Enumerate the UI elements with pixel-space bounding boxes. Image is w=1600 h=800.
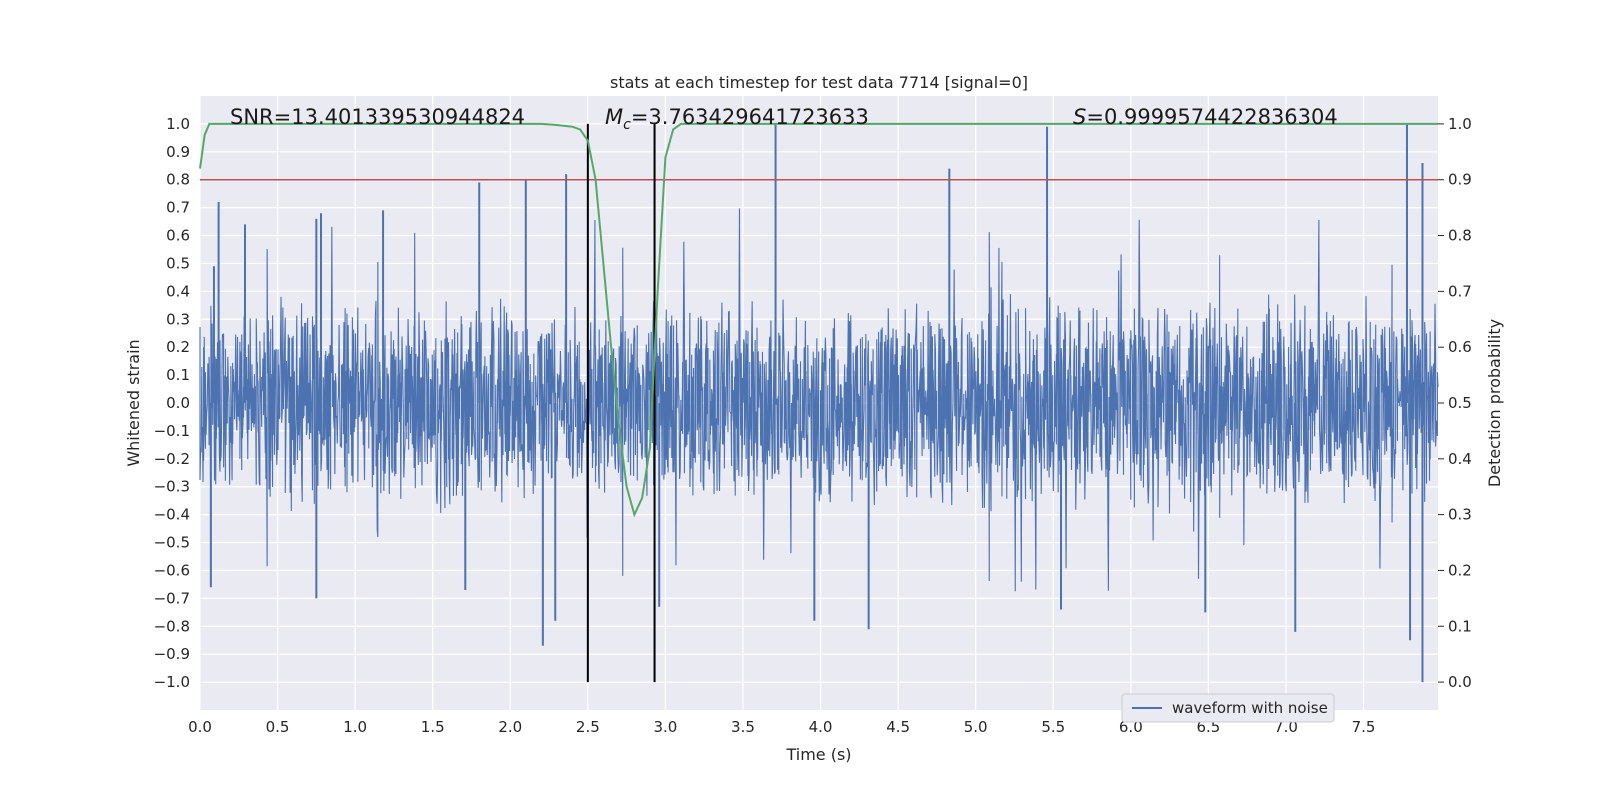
y-right-tick-label: 0.5 bbox=[1448, 394, 1472, 412]
y-right-tick-label: 0.2 bbox=[1448, 561, 1472, 579]
x-tick-label: 4.0 bbox=[809, 718, 833, 736]
waveform-line bbox=[199, 208, 1439, 592]
x-tick-label: 3.5 bbox=[731, 718, 755, 736]
y-left-tick-label: −0.5 bbox=[154, 534, 190, 552]
x-tick-label: 2.5 bbox=[576, 718, 600, 736]
y-left-tick-label: −1.0 bbox=[154, 673, 190, 691]
y-left-tick-label: −0.7 bbox=[154, 589, 190, 607]
significance-annotation: S=0.9999574422836304 bbox=[1073, 105, 1338, 129]
y-left-tick-label: 0.1 bbox=[166, 366, 190, 384]
x-tick-label: 2.0 bbox=[498, 718, 522, 736]
y-left-tick-label: 0.6 bbox=[166, 227, 190, 245]
x-tick-label: 4.5 bbox=[886, 718, 910, 736]
y-left-tick-label: 0.0 bbox=[166, 394, 190, 412]
y-left-tick-label: −0.1 bbox=[154, 422, 190, 440]
legend: waveform with noise bbox=[1121, 693, 1335, 723]
x-tick-label: 0.0 bbox=[188, 718, 212, 736]
y-left-tick-label: 0.4 bbox=[166, 282, 190, 300]
y-left-tick-label: 0.8 bbox=[166, 171, 190, 189]
x-axis-label: Time (s) bbox=[785, 745, 851, 764]
reference-lines bbox=[200, 123, 1438, 683]
y-right-tick-label: 0.4 bbox=[1448, 450, 1472, 468]
x-tick-label: 5.0 bbox=[964, 718, 988, 736]
y-right-tick-label: 0.3 bbox=[1448, 506, 1472, 524]
y-left-tick-labels: 1.0 0.9 0.8 0.7 0.6 0.5 0.4 0.3 0.2 0.1 0.0 −0.1 −0.… bbox=[154, 115, 190, 691]
y-right-tick-label: 0.0 bbox=[1448, 673, 1472, 691]
y-left-tick-label: 0.9 bbox=[166, 143, 190, 161]
y-left-tick-label: 0.2 bbox=[166, 338, 190, 356]
y-left-tick-label: −0.4 bbox=[154, 506, 190, 524]
y-axis-label-right: Detection probability bbox=[1485, 319, 1504, 487]
chirp-mass-annotation: Mc=3.763429641723633 bbox=[605, 105, 869, 133]
x-tick-label: 3.0 bbox=[653, 718, 677, 736]
y-right-tick-label: 1.0 bbox=[1448, 115, 1472, 133]
y-left-tick-label: −0.9 bbox=[154, 645, 190, 663]
y-left-tick-label: 1.0 bbox=[166, 115, 190, 133]
y-right-tick-label: 0.6 bbox=[1448, 338, 1472, 356]
y-right-tick-label: 0.9 bbox=[1448, 171, 1472, 189]
y-left-tick-label: −0.6 bbox=[154, 561, 190, 579]
y-right-tick-label: 0.8 bbox=[1448, 227, 1472, 245]
y-left-tick-label: 0.5 bbox=[166, 254, 190, 272]
y-left-tick-label: 0.7 bbox=[166, 199, 190, 217]
x-tick-labels: 0.0 0.5 1.0 1.5 2.0 2.5 3.0 3.5 4.0 4.5 5.0 5.5 6.0 6… bbox=[188, 718, 1375, 736]
y-right-tick-label: 0.7 bbox=[1448, 282, 1472, 300]
y-right-tick-label: 0.1 bbox=[1448, 617, 1472, 635]
y-left-tick-label: 0.3 bbox=[166, 310, 190, 328]
y-left-tick-label: −0.3 bbox=[154, 478, 190, 496]
x-tick-label: 0.5 bbox=[266, 718, 290, 736]
x-tick-label: 7.5 bbox=[1352, 718, 1376, 736]
y-left-tick-label: −0.2 bbox=[154, 450, 190, 468]
snr-annotation: SNR=13.401339530944824 bbox=[230, 105, 525, 129]
legend-label-waveform: waveform with noise bbox=[1172, 699, 1328, 717]
y-left-tick-label: −0.8 bbox=[154, 617, 190, 635]
waveform-series bbox=[199, 123, 1439, 683]
x-tick-label: 1.0 bbox=[343, 718, 367, 736]
legend-box bbox=[1121, 693, 1335, 723]
x-tick-label: 1.5 bbox=[421, 718, 445, 736]
y-axis-label-left: Whitened strain bbox=[124, 339, 143, 466]
detection-probability-line bbox=[199, 122, 1438, 518]
y-right-tick-labels: 1.0 0.9 0.8 0.7 0.6 0.5 0.4 0.3 0.2 0.1 0.0 bbox=[1438, 115, 1472, 691]
x-tick-label: 5.5 bbox=[1041, 718, 1065, 736]
chart-title: stats at each timestep for test data 771… bbox=[610, 73, 1028, 92]
